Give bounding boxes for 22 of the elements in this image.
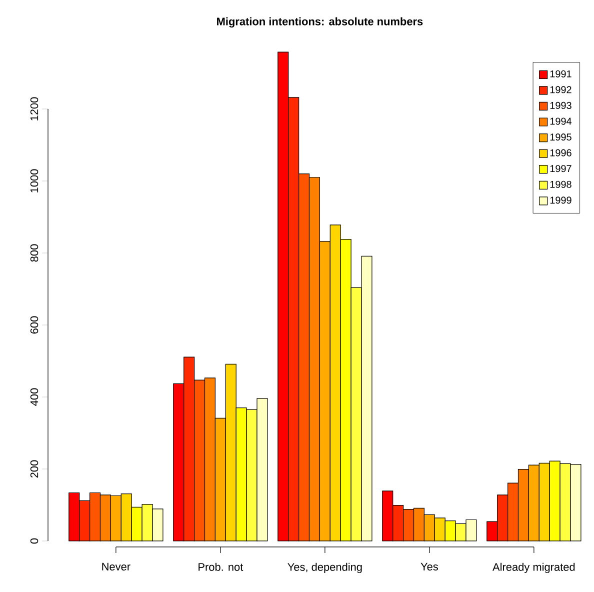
y-tick-label: 600 (30, 316, 38, 334)
x-tick-label: Prob. not (198, 562, 244, 571)
x-tick-label: Yes (420, 562, 438, 570)
legend-label: 1997 (550, 165, 572, 172)
x-tick-label: Already migrated (492, 562, 575, 574)
x-tick-label: Yes, depending (288, 562, 362, 574)
legend-label: 1996 (550, 149, 572, 156)
y-tick-label: 0 (30, 538, 38, 544)
x-tick-label: Never (102, 562, 130, 570)
y-tick-label: 800 (30, 244, 38, 262)
y-tick-label: 1200 (30, 97, 38, 120)
y-tick-label: 400 (30, 388, 38, 406)
legend-label: 1993 (550, 102, 572, 109)
legend-label: 1995 (550, 133, 572, 141)
legend-label: 1992 (550, 86, 572, 94)
legend-label: 1991 (550, 70, 572, 78)
y-tick-label: 200 (30, 460, 38, 478)
y-tick-label: 1000 (30, 169, 38, 192)
legend-label: 1994 (550, 118, 572, 125)
legend-label: 1999 (550, 196, 572, 204)
chart-title: Migration intentions: absolute numbers (217, 17, 423, 28)
legend-label: 1998 (550, 180, 572, 188)
